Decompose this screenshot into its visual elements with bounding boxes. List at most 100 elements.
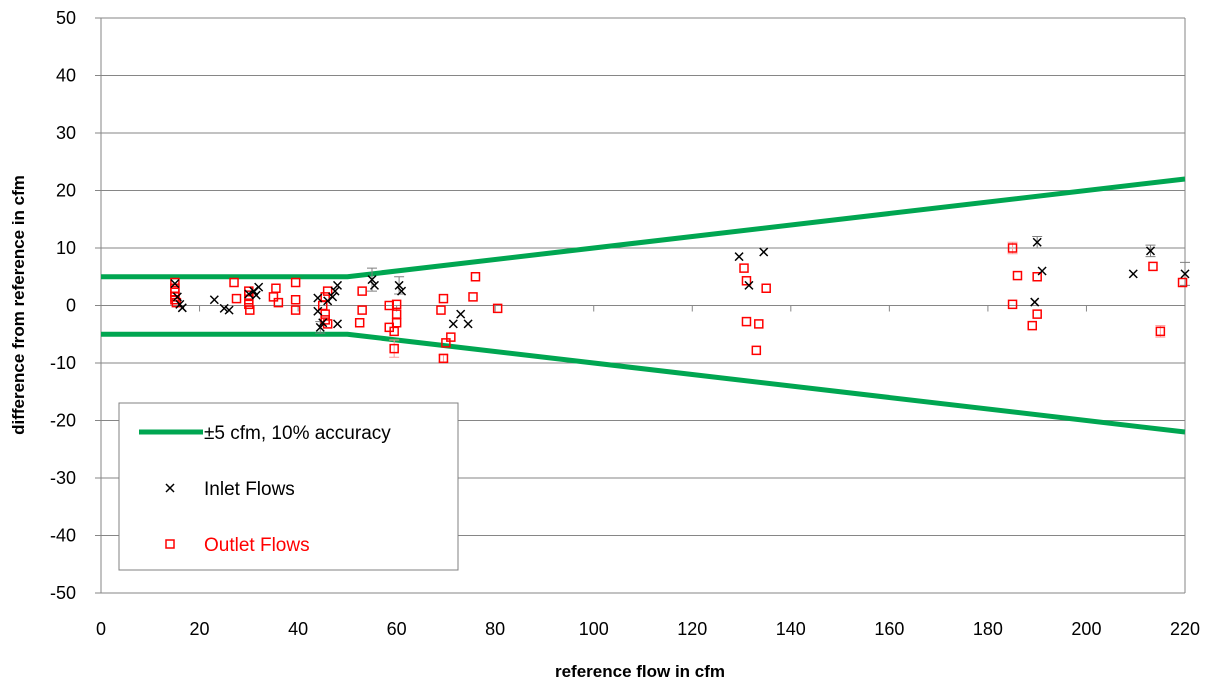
inlet-point: [219, 303, 229, 313]
inlet-point-stroke: [369, 280, 379, 290]
x-tick-label: 200: [1071, 619, 1101, 639]
outlet-point: [170, 295, 180, 305]
outlet-point: [741, 316, 752, 327]
outlet-point: [1148, 261, 1158, 272]
outlet-point: [391, 318, 402, 328]
outlet-point: [322, 286, 333, 296]
inlet-point-stroke: [177, 303, 187, 313]
inlet-point-stroke: [332, 280, 343, 290]
outlet-point: [751, 345, 762, 356]
outlet-point: [271, 283, 281, 293]
inlet-point: [448, 319, 458, 329]
outlet-point: [354, 318, 365, 328]
inlet-point-stroke: [313, 306, 323, 316]
y-tick-label: 0: [66, 296, 76, 316]
x-tick-label: 120: [677, 619, 707, 639]
legend-label-outlet: Outlet Flows: [204, 535, 310, 556]
inlet-point: [244, 289, 254, 299]
inlet-point-stroke: [1037, 266, 1047, 276]
inlet-point: [318, 318, 328, 328]
y-tick-label: 40: [56, 66, 76, 86]
inlet-point: [224, 305, 234, 315]
accuracy-line: [101, 176, 1186, 280]
outlet-point: [1032, 309, 1042, 319]
x-tick-label: 60: [387, 619, 407, 639]
outlet-point: [391, 299, 402, 310]
y-tick-label: -50: [50, 583, 76, 603]
y-axis-title: difference from reference in cfm: [9, 175, 28, 435]
inlet-point-stroke: [330, 286, 340, 296]
legend-label-accuracy: ±5 cfm, 10% accuracy: [204, 423, 391, 444]
inlet-point: [1180, 269, 1190, 279]
outlet-point: [231, 293, 242, 304]
outlet-point: [357, 286, 367, 296]
x-tick-label: 160: [874, 619, 904, 639]
inlet-point: [397, 286, 407, 296]
inlet-point: [315, 322, 325, 332]
y-tick-label: -40: [50, 526, 76, 546]
inlet-point: [734, 252, 744, 262]
inlet-point: [369, 280, 379, 290]
outlet-point: [1032, 272, 1042, 282]
inlet-point: [313, 293, 323, 303]
y-tick-label: 50: [56, 8, 76, 28]
inlet-point-stroke: [254, 282, 264, 292]
outlet-point: [739, 263, 749, 273]
inlet-point-stroke: [332, 319, 343, 329]
inlet-point: [170, 279, 180, 289]
outlet-point: [436, 305, 446, 315]
outlet-point: [170, 277, 180, 288]
x-tick-label: 0: [96, 619, 106, 639]
outlet-point: [1027, 320, 1038, 331]
inlet-point: [744, 280, 754, 290]
legend: ±5 cfm, 10% accuracy Inlet Flows Outlet …: [118, 402, 459, 571]
outlet-point: [438, 353, 449, 364]
inlet-point: [759, 247, 769, 257]
inlet-point-stroke: [1145, 246, 1156, 256]
inlet-point: [367, 275, 377, 285]
inlet-point-stroke: [313, 293, 323, 303]
outlet-point: [441, 338, 451, 348]
outlet-point: [389, 343, 399, 354]
inlet-point-stroke: [170, 279, 180, 289]
inlet-point: [251, 290, 261, 300]
outlet-point: [290, 277, 301, 288]
outlet-point: [290, 295, 301, 305]
outlet-point: [357, 305, 367, 315]
outlet-point: [320, 292, 330, 302]
accuracy-lines: [101, 176, 1186, 435]
outlet-point: [290, 305, 301, 315]
inlet-point: [332, 280, 343, 290]
outlet-point: [245, 305, 255, 315]
y-tick-label: -10: [50, 353, 76, 373]
inlet-point: [328, 292, 338, 302]
inlet-point: [463, 319, 473, 329]
inlet-point-stroke: [1032, 237, 1042, 247]
inlet-point-stroke: [1180, 269, 1190, 279]
y-tick-label: -20: [50, 411, 76, 431]
accuracy-line: [101, 331, 1186, 435]
inlet-point-stroke: [315, 322, 325, 332]
inlet-point-stroke: [224, 305, 234, 315]
inlet-point-stroke: [456, 309, 466, 319]
inlet-point-stroke: [394, 280, 404, 290]
inlet-point-stroke: [1030, 297, 1040, 307]
inlet-point-stroke: [219, 303, 229, 313]
data-markers: [170, 237, 1190, 364]
inlet-point: [332, 319, 343, 329]
outlet-point: [1007, 299, 1018, 310]
x-tick-label: 40: [288, 619, 308, 639]
y-tick-label: 10: [56, 238, 76, 258]
outlet-point: [320, 309, 330, 319]
x-tick-label: 220: [1170, 619, 1200, 639]
inlet-point-stroke: [318, 318, 328, 328]
inlet-point: [330, 286, 340, 296]
inlet-point: [254, 282, 264, 292]
x-tick-label: 140: [776, 619, 806, 639]
outlet-point: [1155, 326, 1166, 337]
inlet-point-stroke: [759, 247, 769, 257]
y-tick-label: 30: [56, 123, 76, 143]
outlet-point: [273, 297, 284, 308]
inlet-point: [394, 280, 404, 290]
legend-square-marker: [165, 539, 175, 549]
